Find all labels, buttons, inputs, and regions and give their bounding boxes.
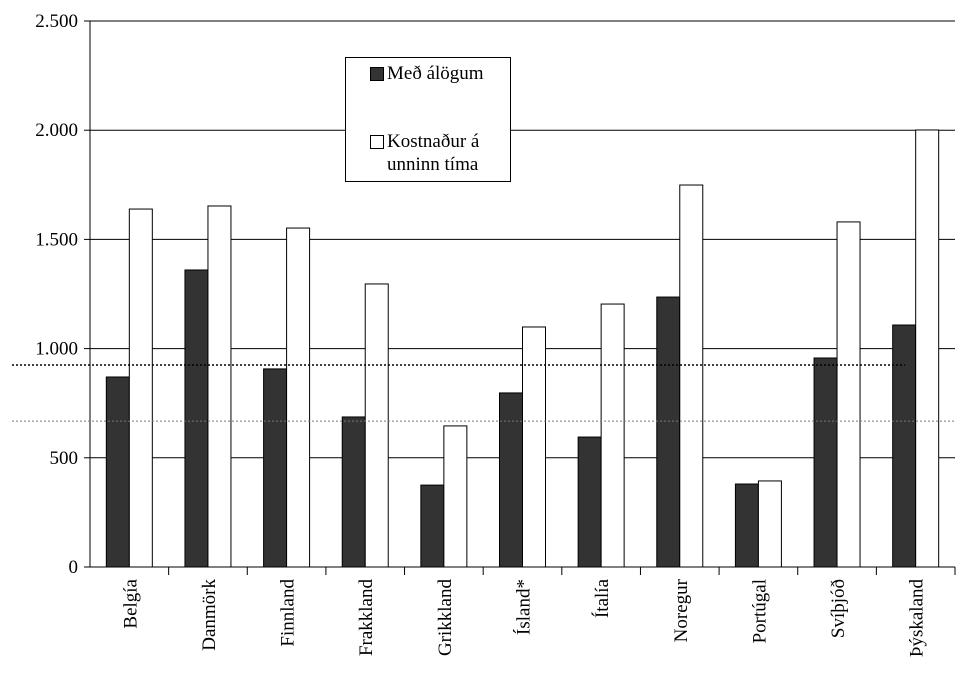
bar xyxy=(734,483,759,568)
y-tick-label: 0 xyxy=(69,557,79,578)
legend-entry: Með álögum xyxy=(370,62,510,85)
legend: Með álögum Kostnaður á unninn tíma xyxy=(345,57,511,182)
legend-swatch xyxy=(370,67,384,81)
y-tick-label: 1.500 xyxy=(35,229,78,250)
bar xyxy=(286,227,311,568)
bar xyxy=(207,205,232,568)
x-tick-label: Frakkland xyxy=(356,579,377,657)
bar xyxy=(105,376,130,568)
x-tick-label: Portúgal xyxy=(749,579,770,643)
x-tick-label: Danmörk xyxy=(199,579,220,651)
bar xyxy=(836,221,861,568)
x-tick-label: Ítalía xyxy=(591,578,613,618)
bar xyxy=(341,416,366,568)
bar xyxy=(364,283,389,568)
bar xyxy=(522,326,546,568)
x-tick-label: Belgía xyxy=(120,578,141,628)
bar xyxy=(128,208,153,568)
x-tick-label: Þýskaland xyxy=(907,579,928,658)
y-tick-label: 2.500 xyxy=(35,11,78,32)
bar xyxy=(656,296,681,568)
y-tick-label: 2.000 xyxy=(35,120,78,141)
bar xyxy=(577,436,602,568)
bar xyxy=(184,269,209,568)
x-tick-label: Svíþjóð xyxy=(828,579,849,638)
y-tick-label: 1.000 xyxy=(35,339,78,360)
y-tick-label: 500 xyxy=(50,448,79,469)
legend-entry: Kostnaður á unninn tíma xyxy=(370,130,510,176)
x-tick-label: Ísland* xyxy=(513,579,535,635)
bar xyxy=(443,425,468,568)
bar xyxy=(263,368,288,568)
bar xyxy=(600,303,625,568)
bar xyxy=(892,324,917,568)
legend-label: Kostnaður á unninn tíma xyxy=(387,131,480,175)
bar xyxy=(813,357,838,568)
legend-label: Með álögum xyxy=(387,63,484,84)
bar xyxy=(679,184,704,568)
bar xyxy=(499,392,523,568)
x-tick-label: Finnland xyxy=(278,579,299,647)
bar xyxy=(757,480,782,568)
x-tick-label: Grikkland xyxy=(435,579,456,657)
x-tick-label: Noregur xyxy=(671,578,692,642)
bar xyxy=(420,484,445,568)
legend-swatch xyxy=(370,135,384,149)
bar xyxy=(915,129,940,568)
